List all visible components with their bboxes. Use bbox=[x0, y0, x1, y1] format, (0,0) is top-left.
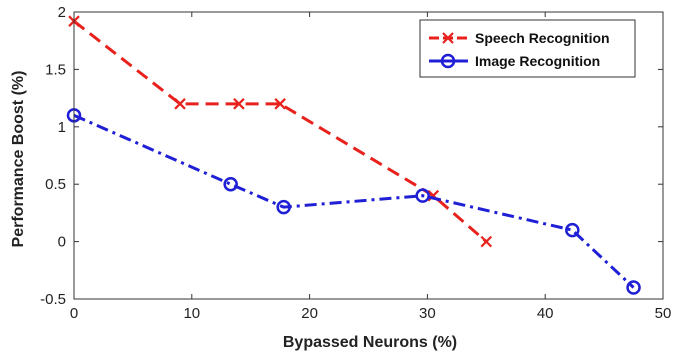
x-tick-label: 50 bbox=[655, 305, 672, 322]
data-point-speech-recognition bbox=[174, 98, 186, 110]
x-axis-label: Bypassed Neurons (%) bbox=[283, 334, 457, 351]
x-tick-label: 20 bbox=[301, 305, 318, 322]
data-point-speech-recognition bbox=[274, 98, 286, 110]
data-point-speech-recognition bbox=[480, 235, 493, 248]
legend-label-image-recognition: Image Recognition bbox=[475, 53, 600, 69]
data-point-image-recognition bbox=[223, 176, 238, 192]
legend: Speech Recognition Image Recognition bbox=[419, 19, 636, 78]
plot-frame bbox=[73, 11, 664, 300]
x-tick-label: 30 bbox=[419, 305, 436, 322]
legend-label-speech-recognition: Speech Recognition bbox=[475, 30, 610, 46]
legend-item-speech-recognition: Speech Recognition bbox=[429, 30, 610, 46]
x-tick-label: 0 bbox=[70, 305, 78, 322]
data-point-image-recognition bbox=[276, 199, 291, 215]
y-tick-label: 1 bbox=[58, 119, 66, 136]
y-tick-label: -0.5 bbox=[40, 291, 66, 308]
y-tick-label: 2 bbox=[58, 4, 66, 21]
data-point-image-recognition bbox=[626, 280, 641, 295]
legend-box bbox=[419, 19, 636, 78]
y-tick-label: 0 bbox=[58, 234, 66, 251]
series-image-recognition bbox=[66, 108, 641, 295]
x-tick-label: 40 bbox=[537, 305, 554, 322]
series-line-speech-recognition bbox=[73, 20, 488, 243]
data-point-image-recognition bbox=[415, 188, 430, 203]
y-tick-label: 1.5 bbox=[45, 61, 66, 78]
data-point-image-recognition bbox=[565, 222, 580, 238]
legend-marker-image-recognition bbox=[440, 53, 456, 69]
data-point-speech-recognition bbox=[233, 98, 245, 110]
x-tick-label: 10 bbox=[183, 305, 200, 322]
y-tick-label: 0.5 bbox=[45, 176, 66, 193]
series-line-image-recognition bbox=[73, 113, 635, 289]
y-axis-label: Performance Boost (%) bbox=[10, 71, 27, 248]
legend-item-image-recognition: Image Recognition bbox=[429, 53, 600, 69]
legend-marker-speech-recognition bbox=[442, 32, 454, 44]
